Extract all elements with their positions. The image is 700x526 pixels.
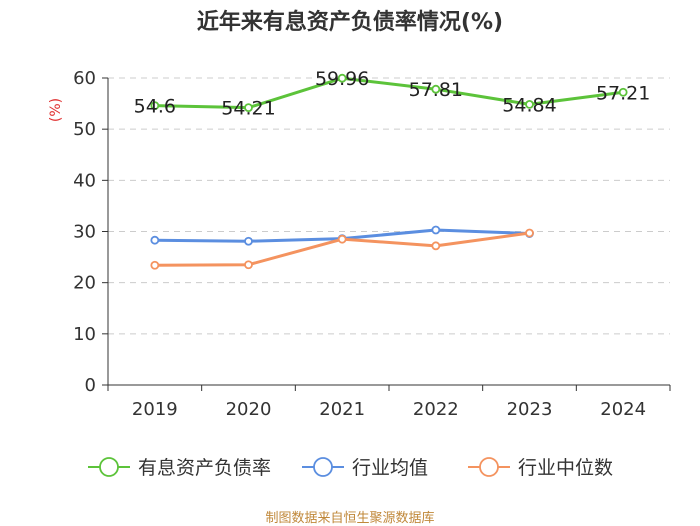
- legend-label: 有息资产负债率: [138, 457, 271, 479]
- data-label: 54.6: [134, 96, 176, 118]
- legend-marker: [313, 457, 333, 477]
- data-point: [244, 260, 253, 270]
- data-point: [618, 87, 628, 97]
- data-point: [431, 225, 441, 235]
- axis-layer: 0 10 20 30 40 50 60 2019 2020 2021 2022 2023 2024: [73, 68, 671, 420]
- data-point: [525, 100, 534, 109]
- chart-title: 近年来有息资产负债率情况(%): [196, 10, 504, 35]
- y-tick-label: 0: [85, 375, 96, 396]
- x-tick-label: 2019: [132, 399, 178, 420]
- y-tick-label: 50: [73, 119, 96, 140]
- y-tick-label: 30: [73, 222, 96, 243]
- x-tick-label: 2022: [413, 399, 459, 420]
- y-axis-label: (%): [48, 98, 64, 122]
- data-point: [150, 260, 160, 270]
- data-point: [150, 101, 160, 111]
- x-tick-label: 2024: [600, 399, 646, 420]
- data-point: [244, 103, 253, 113]
- legend-label: 行业均值: [352, 457, 428, 479]
- y-tick-label: 20: [73, 273, 96, 294]
- grid-layer: [108, 77, 670, 335]
- data-point: [337, 73, 347, 83]
- series-line-0: [154, 76, 624, 110]
- x-tick-label: 2023: [507, 399, 553, 420]
- data-point: [244, 236, 253, 246]
- series-layer: [150, 73, 628, 270]
- y-tick-label: 40: [73, 170, 96, 191]
- data-label: 54.84: [502, 94, 556, 116]
- data-point: [431, 241, 441, 251]
- data-label-layer: 54.6 54.21 59.96 57.81 54.84 57.21: [134, 68, 651, 119]
- data-label: 59.96: [315, 68, 369, 90]
- data-label: 54.21: [221, 98, 275, 120]
- data-label: 57.21: [596, 82, 650, 104]
- legend-marker: [479, 457, 499, 477]
- y-tick-label: 60: [73, 68, 96, 89]
- x-tick-label: 2021: [319, 399, 365, 420]
- data-point: [150, 235, 160, 245]
- data-label: 57.81: [409, 79, 463, 101]
- data-point: [431, 84, 441, 94]
- data-source-note: 制图数据来自恒生聚源数据库: [265, 511, 435, 526]
- legend-marker: [99, 457, 119, 477]
- legend: 有息资产负债率 行业均值 行业中位数: [88, 457, 613, 479]
- data-point: [525, 228, 534, 238]
- x-tick-label: 2020: [226, 399, 272, 420]
- data-point: [337, 234, 347, 244]
- y-tick-label: 10: [73, 324, 96, 345]
- legend-label: 行业中位数: [518, 457, 613, 479]
